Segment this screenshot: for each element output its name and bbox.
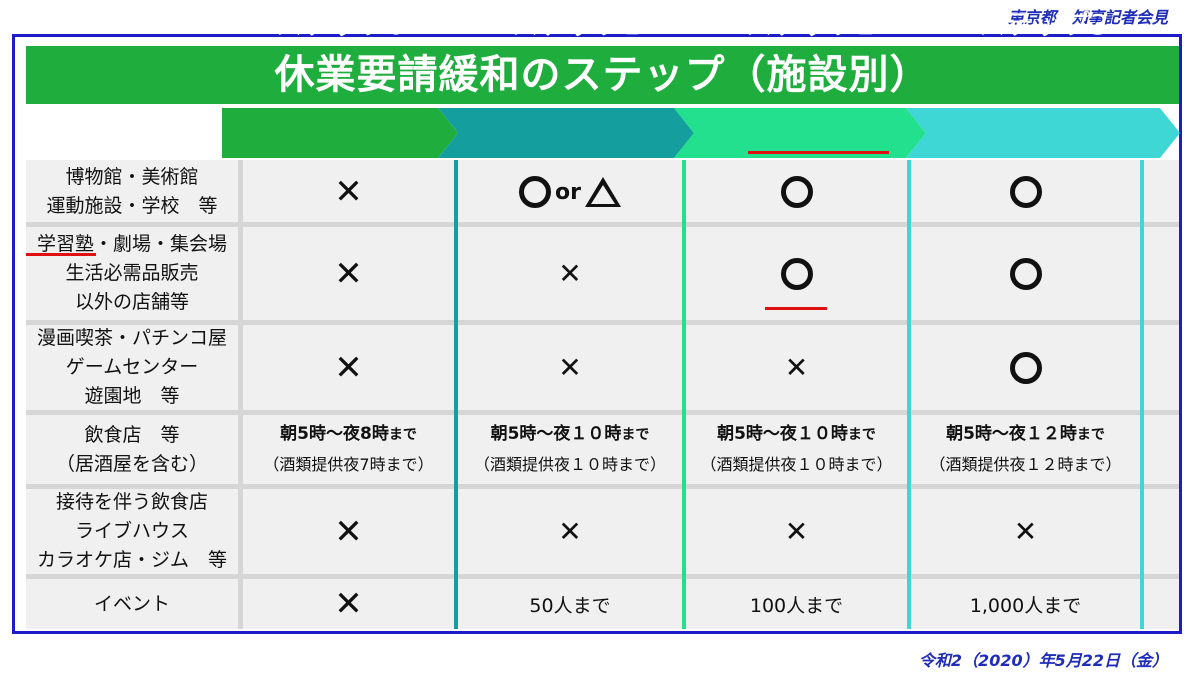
row-divider — [26, 484, 1179, 489]
cell-events-step1: 50人まで — [529, 594, 611, 617]
step2-circle-underline — [765, 307, 827, 310]
step-3-column-end-line — [1140, 160, 1144, 629]
cell-restaurant-step0: 朝5時～夜8時まで （酒類提供夜7時まで） — [263, 424, 434, 474]
cell-museums-step0: ✕ — [243, 162, 454, 222]
cram-school-underline — [26, 253, 96, 256]
cell-hostess-step0: ✕ — [243, 489, 454, 574]
row-label-hostess-clubs: 接待を伴う飲食店 ライブハウス カラオケ店・ジム 等 — [36, 491, 227, 571]
cross-mark: ✕ — [558, 351, 582, 384]
step-0-arrow — [222, 108, 458, 158]
cross-mark: ✕ — [784, 351, 809, 384]
cell-events-step3: 1,000人まで — [969, 594, 1082, 617]
column-divider — [238, 160, 243, 629]
cross-mark: ✕ — [334, 584, 363, 624]
cross-mark: ✕ — [558, 515, 582, 548]
row-divider — [26, 320, 1179, 325]
cell-manga-step2: ✕ — [686, 325, 907, 410]
step-3-arrow — [906, 108, 1180, 158]
cell-museums-step2 — [686, 162, 907, 222]
row-label-manga-cafes: 漫画喫茶・パチンコ屋 ゲームセンター 遊園地 等 — [36, 327, 227, 407]
cell-restaurant-step2: 朝5時～夜１０時まで （酒類提供夜１０時まで） — [700, 424, 893, 474]
cell-cram-step1: ✕ — [458, 227, 682, 320]
cell-museums-step1: or — [458, 162, 682, 222]
row-divider — [26, 410, 1179, 415]
step-0-label: ステップ0 — [275, 8, 405, 41]
row-label-cram-schools: 学習塾・劇場・集会場 生活必需品販売 以外の店舗等 — [36, 233, 227, 313]
cell-hostess-step3: ✕ — [911, 489, 1140, 574]
cross-mark: ✕ — [1013, 515, 1038, 548]
triangle-mark — [584, 177, 621, 207]
step-3-label: ステップ3 — [978, 8, 1108, 41]
row-label-museums: 博物館・美術館 運動施設・学校 等 — [46, 166, 218, 217]
circle-mark — [519, 176, 552, 208]
row-divider — [26, 222, 1179, 227]
step-3-column-line — [907, 160, 911, 629]
row-divider — [26, 574, 1179, 579]
cell-museums-step3 — [911, 162, 1140, 222]
slide-frame — [12, 34, 1182, 634]
cell-cram-step3 — [911, 227, 1140, 320]
step-2-underline — [748, 151, 889, 154]
step-2-arrow — [674, 108, 926, 158]
cross-mark: ✕ — [334, 511, 363, 552]
table-background — [26, 160, 1179, 629]
header-label: 東京都 知事記者会見 — [1007, 8, 1168, 27]
cell-cram-step2 — [686, 227, 907, 320]
circle-mark — [1009, 176, 1042, 208]
footer-date: 令和2（2020）年5月22日（金） — [918, 651, 1168, 670]
step-1-arrow — [438, 108, 694, 158]
row-label-restaurants: 飲食店 等 （居酒屋を含む） — [55, 423, 208, 475]
cross-mark: ✕ — [784, 515, 809, 548]
step-1-column-line — [454, 160, 458, 629]
step-2-column-line — [682, 160, 686, 629]
cell-restaurant-step1: 朝5時～夜１０時まで （酒類提供夜１０時まで） — [473, 424, 666, 474]
cell-restaurant-step3: 朝5時～夜１２時まで （酒類提供夜１２時まで） — [929, 424, 1122, 474]
page-title: 休業要請緩和のステップ（施設別） — [26, 46, 1179, 104]
circle-mark — [1009, 257, 1042, 290]
cell-cram-step0: ✕ — [243, 227, 454, 320]
step-1-label: ステップ1 — [511, 8, 641, 41]
cross-mark: ✕ — [558, 257, 582, 290]
cell-hostess-step1: ✕ — [458, 489, 682, 574]
cell-hostess-step2: ✕ — [686, 489, 907, 574]
cell-events-step2: 100人まで — [749, 594, 844, 617]
cross-mark: ✕ — [334, 253, 363, 294]
cell-manga-step1: ✕ — [458, 325, 682, 410]
circle-mark — [780, 176, 813, 208]
cell-events-step0: ✕ — [243, 579, 454, 629]
circle-mark — [780, 257, 813, 290]
step-header — [222, 108, 1180, 158]
cross-mark: ✕ — [334, 172, 363, 212]
step-2-label: ステップ2 — [745, 8, 875, 41]
row-label-events: イベント — [93, 592, 170, 615]
cell-manga-step0: ✕ — [243, 325, 454, 410]
cross-mark: ✕ — [334, 347, 363, 388]
cell-manga-step3 — [911, 325, 1140, 410]
circle-mark — [1009, 351, 1042, 384]
or-text: or — [555, 179, 581, 205]
